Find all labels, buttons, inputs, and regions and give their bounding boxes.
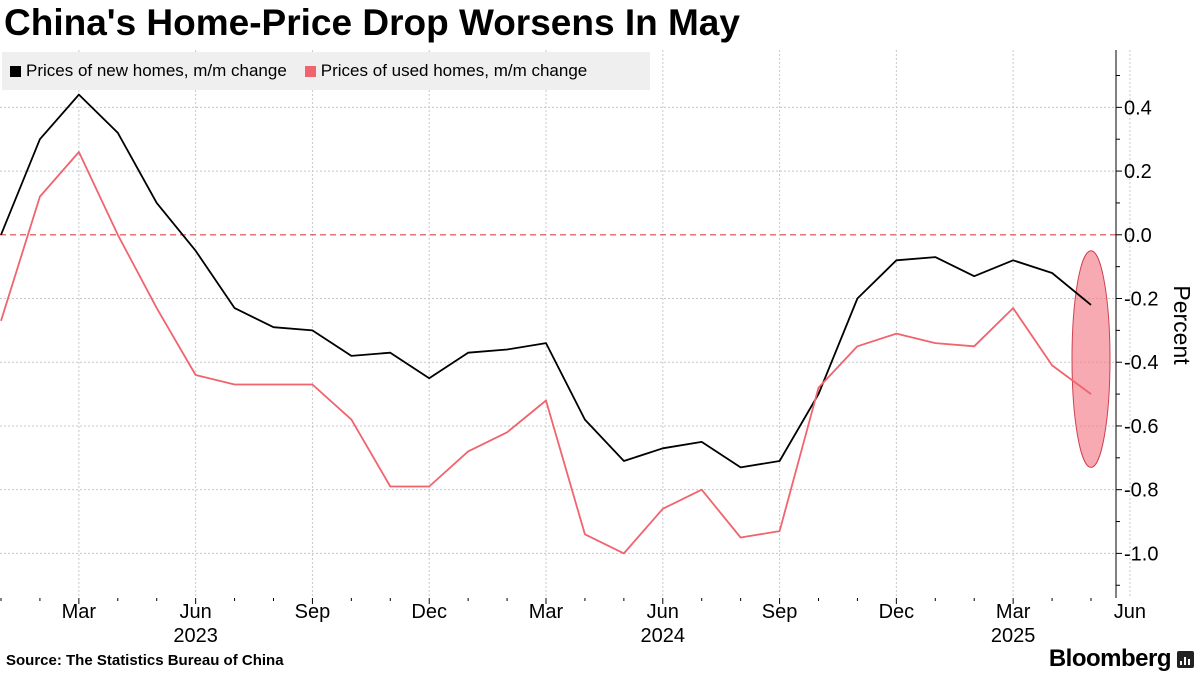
y-tick-label: -0.2 — [1124, 289, 1158, 311]
series-line-new-homes — [0, 93, 1092, 469]
y-axis-title: Percent — [1169, 285, 1195, 365]
chart-title: China's Home-Price Drop Worsens In May — [4, 2, 740, 43]
x-year-label: 2024 — [641, 625, 686, 647]
legend-swatch-used-homes — [304, 65, 316, 77]
y-tick-label: 0.4 — [1124, 97, 1152, 119]
y-tick-label: -0.4 — [1124, 352, 1158, 374]
y-tick-label: -1.0 — [1124, 543, 1158, 565]
x-year-label: 2023 — [173, 625, 218, 647]
x-tick-label: Mar — [529, 601, 564, 623]
x-tick-label: Mar — [62, 601, 97, 623]
bloomberg-terminal-icon — [1177, 650, 1194, 668]
y-tick-label: 0.2 — [1124, 161, 1152, 183]
y-axis: 0.4 0.2 0.0 -0.2 -0.4 -0.6 -0.8 -1.0 Percent — [1115, 50, 1195, 598]
legend-label-new-homes: Prices of new homes, m/m change — [26, 61, 287, 80]
x-tick-label: Dec — [879, 601, 915, 623]
series-line-used-homes — [0, 151, 1092, 555]
y-tick-label: 0.0 — [1124, 225, 1152, 247]
x-tick-label: Jun — [180, 601, 212, 623]
x-tick-label: Dec — [411, 601, 447, 623]
x-tick-label: Mar — [996, 601, 1031, 623]
x-year-label: 2025 — [991, 625, 1036, 647]
y-tick-label: -0.6 — [1124, 416, 1158, 438]
x-tick-label: Sep — [295, 601, 331, 623]
x-tick-label: Jun — [1114, 601, 1146, 623]
source-note: Source: The Statistics Bureau of China — [6, 652, 284, 669]
legend-label-used-homes: Prices of used homes, m/m change — [320, 61, 588, 80]
x-tick-label: Jun — [647, 601, 679, 623]
series-lines — [0, 93, 1092, 555]
gridlines — [0, 50, 1131, 598]
highlight-ellipse — [1071, 250, 1111, 468]
brand: Bloomberg — [1049, 645, 1194, 673]
x-tick-label: Sep — [762, 601, 798, 623]
y-tick-label: -0.8 — [1124, 480, 1158, 502]
brand-logo: Bloomberg — [1048, 645, 1172, 672]
legend: Prices of new homes, m/m change Prices o… — [2, 52, 650, 90]
legend-swatch-new-homes — [10, 65, 21, 77]
legend-item-used-homes: Prices of used homes, m/m change — [304, 61, 588, 81]
legend-item-new-homes: Prices of new homes, m/m change — [10, 61, 287, 81]
highlight-ellipse-mark — [1071, 250, 1111, 468]
